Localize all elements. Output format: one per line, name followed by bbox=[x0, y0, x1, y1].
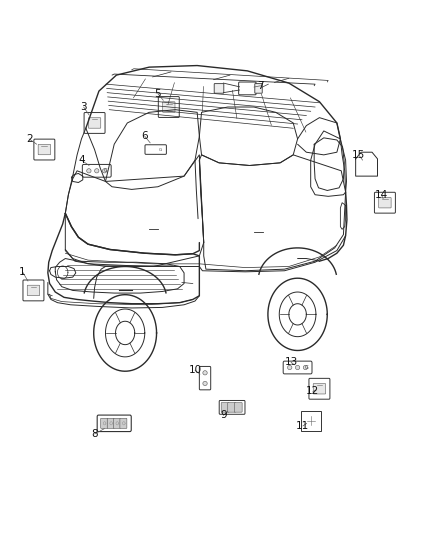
FancyBboxPatch shape bbox=[88, 118, 101, 128]
FancyBboxPatch shape bbox=[300, 411, 321, 431]
Ellipse shape bbox=[87, 168, 91, 173]
FancyBboxPatch shape bbox=[234, 402, 242, 412]
FancyBboxPatch shape bbox=[379, 198, 391, 208]
FancyBboxPatch shape bbox=[162, 102, 175, 112]
FancyBboxPatch shape bbox=[219, 400, 245, 414]
Ellipse shape bbox=[203, 381, 207, 385]
Text: G: G bbox=[104, 168, 107, 173]
FancyBboxPatch shape bbox=[255, 84, 262, 93]
FancyBboxPatch shape bbox=[221, 402, 229, 412]
Text: 3: 3 bbox=[80, 102, 87, 112]
FancyBboxPatch shape bbox=[113, 418, 120, 429]
Text: 4: 4 bbox=[78, 155, 85, 165]
Text: 7: 7 bbox=[257, 81, 264, 91]
Text: 15: 15 bbox=[352, 150, 365, 160]
FancyBboxPatch shape bbox=[97, 415, 131, 432]
Text: 11: 11 bbox=[296, 421, 310, 431]
FancyBboxPatch shape bbox=[82, 165, 111, 177]
Ellipse shape bbox=[295, 366, 300, 369]
FancyBboxPatch shape bbox=[107, 418, 114, 429]
Text: G: G bbox=[304, 365, 308, 370]
Text: 8: 8 bbox=[91, 429, 98, 439]
FancyBboxPatch shape bbox=[158, 96, 179, 117]
Text: 5: 5 bbox=[155, 88, 161, 99]
FancyBboxPatch shape bbox=[120, 418, 127, 429]
FancyBboxPatch shape bbox=[374, 192, 396, 213]
Ellipse shape bbox=[102, 168, 107, 173]
Text: 2: 2 bbox=[26, 134, 32, 144]
Text: 10: 10 bbox=[188, 365, 201, 375]
Text: 6: 6 bbox=[141, 131, 148, 141]
FancyBboxPatch shape bbox=[23, 280, 44, 301]
Text: 9: 9 bbox=[220, 410, 227, 421]
Ellipse shape bbox=[95, 168, 99, 173]
FancyBboxPatch shape bbox=[228, 402, 236, 412]
Text: G: G bbox=[159, 148, 162, 151]
Text: 14: 14 bbox=[375, 190, 388, 200]
FancyBboxPatch shape bbox=[309, 378, 330, 399]
Text: 12: 12 bbox=[306, 386, 319, 397]
FancyBboxPatch shape bbox=[313, 384, 325, 394]
FancyBboxPatch shape bbox=[283, 361, 312, 374]
Ellipse shape bbox=[203, 370, 207, 375]
FancyBboxPatch shape bbox=[199, 367, 211, 390]
Ellipse shape bbox=[303, 366, 307, 369]
FancyBboxPatch shape bbox=[38, 144, 50, 155]
FancyBboxPatch shape bbox=[84, 112, 105, 133]
Text: 1: 1 bbox=[19, 267, 26, 277]
FancyBboxPatch shape bbox=[239, 82, 256, 95]
FancyBboxPatch shape bbox=[27, 285, 40, 296]
FancyBboxPatch shape bbox=[145, 145, 166, 155]
Ellipse shape bbox=[288, 366, 292, 369]
FancyBboxPatch shape bbox=[34, 139, 55, 160]
FancyBboxPatch shape bbox=[214, 84, 224, 93]
FancyBboxPatch shape bbox=[101, 418, 108, 429]
Text: 13: 13 bbox=[284, 357, 298, 367]
